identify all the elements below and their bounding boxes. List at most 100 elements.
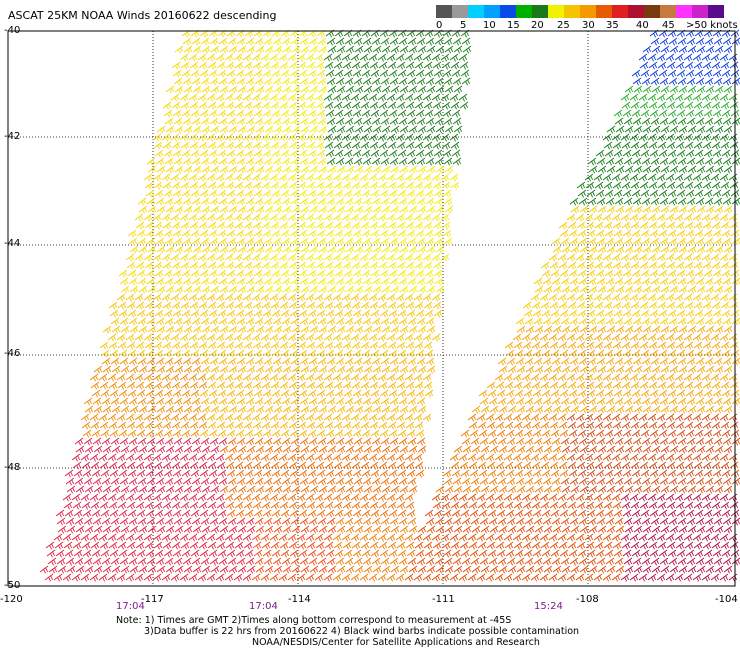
wind-barb [255,325,265,334]
wind-barb [702,341,712,350]
wind-barb [209,237,219,246]
wind-barb [721,389,731,398]
wind-barb [281,37,291,46]
wind-barb [386,413,396,422]
wind-barb [183,85,193,94]
wind-barb [640,269,650,278]
wind-barb [372,325,382,334]
wind-barb [152,253,162,262]
wind-barb [442,149,452,158]
wind-barb [192,565,202,574]
wind-barb [127,269,137,278]
wind-barb [497,477,507,486]
wind-barb [280,189,290,198]
wind-barb [424,349,434,358]
wind-barb [719,493,729,502]
wind-barb [677,437,687,446]
wind-barb [146,517,156,526]
wind-barb [279,381,289,390]
wind-barb [237,85,247,94]
wind-barb [128,317,138,326]
wind-barb [659,277,669,286]
wind-barb [414,461,424,470]
wind-barb [65,557,75,566]
wind-barb [433,509,443,518]
wind-barb [422,573,432,582]
wind-barb [189,101,199,110]
wind-barb [289,509,299,518]
wind-barb [631,549,641,558]
wind-barb [620,253,630,262]
wind-barb [371,477,381,486]
wind-barb [408,205,418,214]
wind-barb [711,141,721,150]
wind-barb [180,341,190,350]
wind-barb [623,317,633,326]
wind-barb [288,501,298,510]
wind-barb [119,357,129,366]
wind-barb [327,125,337,134]
wind-barb [290,117,300,126]
wind-barb [390,205,400,214]
wind-barb [703,309,713,318]
wind-barb [270,181,280,190]
wind-barb [171,61,181,70]
wind-barb [128,277,138,286]
wind-barb [530,493,540,502]
wind-barb [39,565,49,574]
wind-barb [171,501,181,510]
wind-barb [323,453,333,462]
wind-barb [605,517,615,526]
wind-barb [353,557,363,566]
wind-barb [129,525,139,534]
wind-barb [404,213,414,222]
wind-barb [362,77,372,86]
wind-barb [380,557,390,566]
wind-barb [507,485,517,494]
wind-barb [540,381,550,390]
wind-barb [291,45,301,54]
colorbar-swatch [548,5,564,18]
wind-barb [729,181,739,190]
wind-barb [361,549,371,558]
wind-barb [323,173,333,182]
wind-barb [323,53,333,62]
wind-barb [117,461,127,470]
wind-barb [633,245,643,254]
wind-barb [603,541,613,550]
wind-barb [228,205,238,214]
wind-barb [291,165,301,174]
wind-barb [711,261,721,270]
wind-barb [660,45,670,54]
wind-barb [657,221,667,230]
wind-barb [308,237,318,246]
wind-barb [237,285,247,294]
wind-barb [354,165,364,174]
wind-barb [560,277,570,286]
wind-barb [407,237,417,246]
wind-barb [656,533,666,542]
wind-barb [387,301,397,310]
time-label-3: 15:24 [534,601,563,612]
wind-barb [353,477,363,486]
wind-barb [514,549,524,558]
wind-barb [219,85,229,94]
wind-barb [515,357,525,366]
wind-barb [371,397,381,406]
wind-barb [369,261,379,270]
wind-barb [506,477,516,486]
wind-barb [208,189,218,198]
wind-barb [667,309,677,318]
wind-barb [723,45,733,54]
wind-barb [269,93,279,102]
wind-barb [282,365,292,374]
wind-barb [309,85,319,94]
wind-barb [260,413,270,422]
wind-barb [251,573,261,582]
wind-barb [89,413,99,422]
wind-barb [278,253,288,262]
wind-barb [387,141,397,150]
wind-barb [611,293,621,302]
wind-barb [323,293,333,302]
wind-barb [407,517,417,526]
